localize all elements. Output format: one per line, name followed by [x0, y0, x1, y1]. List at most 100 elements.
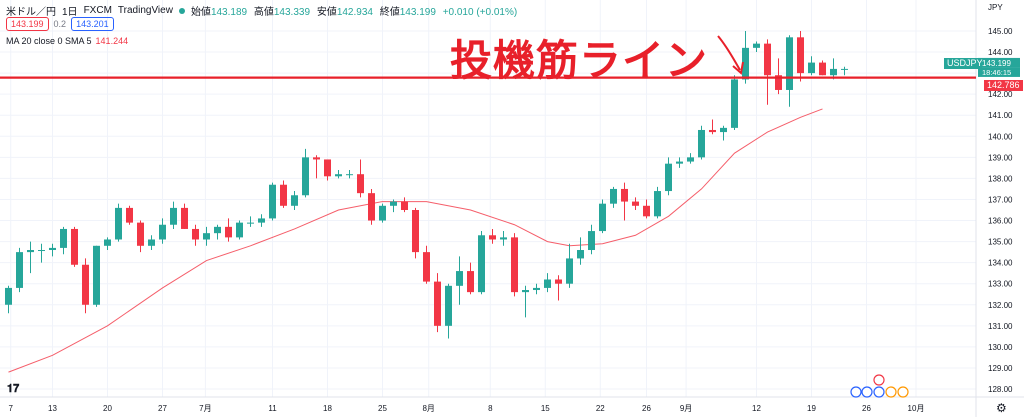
candle-body[interactable] [731, 79, 738, 128]
candle-body[interactable] [181, 207, 188, 229]
candle-body[interactable] [522, 290, 529, 293]
candle-body[interactable] [489, 235, 496, 240]
candle-body[interactable] [786, 37, 793, 90]
candle-body[interactable] [82, 264, 89, 305]
candle-body[interactable] [775, 75, 782, 90]
candle-body[interactable] [621, 188, 628, 202]
candle-body[interactable] [269, 184, 276, 219]
candle-body[interactable] [280, 184, 287, 206]
candle-body[interactable] [214, 226, 221, 234]
candle-body[interactable] [511, 237, 518, 293]
gear-icon[interactable]: ⚙ [996, 401, 1007, 415]
candle-body[interactable] [291, 195, 298, 206]
ask-button[interactable]: 143.201 [71, 17, 114, 31]
tradingview-logo-icon: 𝟏𝟕 [7, 383, 20, 395]
candle-body[interactable] [720, 127, 727, 133]
candle-body[interactable] [203, 233, 210, 240]
event-icon[interactable] [897, 386, 909, 398]
candle-body[interactable] [302, 157, 309, 196]
candle-body[interactable] [478, 235, 485, 293]
candle-body[interactable] [654, 191, 661, 217]
candle-body[interactable] [5, 287, 12, 305]
candle-body[interactable] [643, 205, 650, 217]
candle-body[interactable] [808, 62, 815, 74]
y-tick-label: 128.00 [988, 385, 1013, 394]
x-tick-label: 7 [8, 404, 13, 413]
candle-body[interactable] [258, 218, 265, 223]
candle-body[interactable] [467, 271, 474, 293]
x-tick-label: 25 [378, 404, 387, 413]
candle-body[interactable] [599, 203, 606, 232]
candle-body[interactable] [247, 222, 254, 224]
candle-body[interactable] [335, 174, 342, 177]
candle-body[interactable] [676, 161, 683, 164]
x-tick-label: 15 [541, 404, 550, 413]
candle-body[interactable] [390, 201, 397, 206]
candle-body[interactable] [192, 228, 199, 240]
candle-body[interactable] [533, 287, 540, 291]
candle-body[interactable] [104, 239, 111, 246]
candle-body[interactable] [313, 157, 320, 160]
candle-body[interactable] [49, 247, 56, 251]
y-tick-label: 134.00 [988, 259, 1013, 268]
candle-body[interactable] [357, 174, 364, 194]
candle-body[interactable] [379, 205, 386, 221]
candle-body[interactable] [742, 47, 749, 80]
low-value: 142.934 [336, 7, 373, 18]
candle-body[interactable] [412, 210, 419, 253]
candle-body[interactable] [38, 250, 45, 252]
candle-body[interactable] [764, 43, 771, 76]
event-icon[interactable] [873, 386, 885, 398]
candle-body[interactable] [71, 228, 78, 265]
x-tick-label: 26 [642, 404, 651, 413]
candle-body[interactable] [115, 207, 122, 240]
candle-body[interactable] [687, 157, 694, 162]
candle-body[interactable] [566, 258, 573, 284]
candle-body[interactable] [841, 68, 848, 70]
candle-body[interactable] [698, 129, 705, 158]
candle-body[interactable] [401, 201, 408, 210]
candle-body[interactable] [126, 207, 133, 223]
candle-body[interactable] [819, 62, 826, 76]
candle-body[interactable] [797, 37, 804, 74]
candle-body[interactable] [445, 285, 452, 326]
open-label: 始値 [190, 7, 211, 18]
symbol-tag: USDJPY [944, 57, 983, 69]
candle-body[interactable] [170, 207, 177, 225]
bid-button[interactable]: 143.199 [6, 17, 49, 31]
candle-body[interactable] [577, 250, 584, 259]
candle-body[interactable] [434, 281, 441, 326]
candle-body[interactable] [148, 239, 155, 246]
candle-body[interactable] [456, 271, 463, 286]
candle-body[interactable] [16, 252, 23, 288]
candle-body[interactable] [60, 228, 67, 248]
candle-body[interactable] [753, 43, 760, 48]
candle-body[interactable] [159, 224, 166, 240]
candle-body[interactable] [632, 201, 639, 206]
event-icon[interactable] [885, 386, 897, 398]
symbol-name[interactable]: 米ドル／円 [6, 7, 56, 18]
candle-body[interactable] [555, 279, 562, 284]
event-icon[interactable] [873, 374, 885, 386]
candle-body[interactable] [236, 222, 243, 238]
candle-body[interactable] [324, 159, 331, 177]
x-tick-label: 27 [158, 404, 167, 413]
candle-body[interactable] [368, 193, 375, 221]
candle-body[interactable] [27, 250, 34, 253]
candle-body[interactable] [500, 237, 507, 240]
candle-body[interactable] [665, 163, 672, 192]
candle-body[interactable] [423, 252, 430, 282]
event-icon[interactable] [850, 386, 862, 398]
candle-body[interactable] [830, 68, 837, 76]
interval-label[interactable]: 1日 [62, 7, 78, 18]
candle-body[interactable] [225, 226, 232, 238]
event-icon[interactable] [861, 386, 873, 398]
candle-body[interactable] [93, 245, 100, 305]
candle-body[interactable] [137, 222, 144, 246]
candle-body[interactable] [588, 231, 595, 251]
candle-body[interactable] [610, 188, 617, 204]
candle-body[interactable] [709, 129, 716, 133]
ma-legend[interactable]: MA 20 close 0 SMA 5 141.244 [6, 36, 128, 46]
candle-body[interactable] [346, 174, 353, 176]
candle-body[interactable] [544, 279, 551, 288]
